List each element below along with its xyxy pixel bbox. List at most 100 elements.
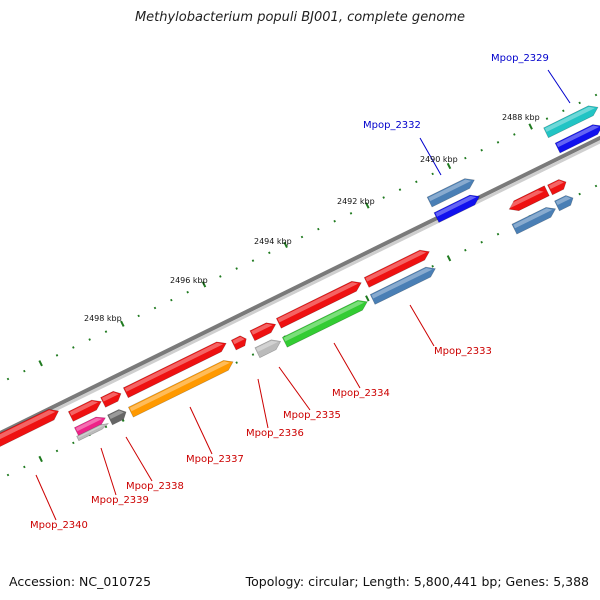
gene-feature-arrow bbox=[547, 179, 567, 196]
gene-feature-arrow bbox=[73, 416, 106, 437]
tick-mark bbox=[170, 298, 173, 302]
tick-mark bbox=[23, 465, 26, 469]
gene-feature-highlight bbox=[371, 268, 433, 299]
tick-mark bbox=[23, 369, 26, 373]
gene-feature-arrow bbox=[554, 195, 574, 212]
tick-mark bbox=[6, 473, 10, 477]
gene-feature-highlight bbox=[548, 180, 564, 189]
gene-feature-arrow bbox=[433, 194, 480, 223]
gene-feature-highlight bbox=[544, 106, 595, 132]
gene-label: Mpop_2337 bbox=[186, 454, 244, 465]
gene-feature-arrow bbox=[426, 178, 475, 208]
genome-summary-text: Topology: circular; Length: 5,800,441 bp… bbox=[245, 574, 589, 589]
tick-mark bbox=[365, 295, 370, 302]
gene-feature-arrow bbox=[554, 124, 600, 154]
tick-mark bbox=[464, 156, 467, 160]
gene-feature-arrow bbox=[249, 322, 277, 342]
genome-backbone-shadow bbox=[0, 140, 600, 439]
gene-feature-arrow bbox=[67, 399, 102, 422]
tick-mark bbox=[300, 235, 304, 239]
gene-feature-highlight bbox=[251, 323, 273, 335]
gene-feature-highlight bbox=[101, 392, 119, 402]
label-leader-line bbox=[547, 69, 571, 104]
gene-label: Mpop_2329 bbox=[491, 53, 549, 64]
gene-feature-arrow bbox=[122, 341, 227, 399]
gene-feature-highlight bbox=[435, 195, 477, 217]
scale-label: 2488 kbp bbox=[502, 113, 540, 122]
gene-label: Mpop_2338 bbox=[126, 481, 184, 492]
scale-label: 2490 kbp bbox=[420, 155, 458, 164]
tick-mark bbox=[446, 162, 452, 170]
scale-label: 2494 kbp bbox=[254, 237, 292, 246]
tick-mark bbox=[431, 172, 434, 176]
gene-feature-arrow bbox=[363, 249, 430, 288]
tick-mark bbox=[186, 290, 189, 294]
gene-feature-arrow bbox=[281, 299, 368, 348]
tick-mark bbox=[545, 117, 549, 120]
label-leader-line bbox=[125, 436, 153, 482]
scale-label: 2498 kbp bbox=[84, 314, 122, 323]
gene-feature-highlight bbox=[129, 361, 230, 412]
gene-feature-arrow bbox=[0, 408, 60, 447]
gene-feature-arrow bbox=[100, 390, 122, 408]
gene-label: Mpop_2336 bbox=[246, 428, 304, 439]
tick-mark bbox=[6, 377, 10, 381]
tick-mark bbox=[72, 441, 75, 445]
tick-mark bbox=[38, 360, 43, 367]
tick-mark bbox=[72, 346, 75, 349]
gene-feature-highlight bbox=[277, 282, 359, 323]
tick-mark bbox=[415, 180, 418, 184]
tick-mark bbox=[88, 338, 91, 341]
label-leader-lines bbox=[35, 69, 571, 521]
tick-mark bbox=[594, 93, 598, 97]
tick-mark bbox=[382, 196, 385, 199]
label-leader-line bbox=[257, 378, 269, 429]
gene-label: Mpop_2332 bbox=[363, 120, 421, 131]
tick-mark bbox=[283, 241, 288, 249]
gene-feature-highlight bbox=[124, 342, 224, 392]
gene-label: Mpop_2335 bbox=[283, 410, 341, 421]
gene-feature-highlight bbox=[0, 410, 56, 440]
tick-mark bbox=[349, 212, 353, 215]
gene-feature-arrow bbox=[508, 185, 550, 212]
scale-labels: 2488 kbp 2490 kbp 2492 kbp 2494 kbp 2496 kbp… bbox=[84, 113, 540, 323]
genome-backbone bbox=[0, 135, 600, 436]
tick-mark bbox=[317, 227, 320, 231]
gene-feature-highlight bbox=[283, 301, 365, 342]
accession-text: Accession: NC_010725 bbox=[9, 574, 152, 589]
gene-feature-arrow bbox=[76, 423, 110, 442]
tick-mark bbox=[104, 330, 108, 333]
tick-mark bbox=[55, 449, 59, 453]
tick-mark bbox=[219, 275, 222, 278]
tick-mark bbox=[104, 425, 108, 429]
tick-mark bbox=[562, 109, 565, 113]
scale-label: 2492 kbp bbox=[337, 197, 375, 206]
label-leader-line bbox=[189, 406, 213, 455]
tick-mark bbox=[235, 361, 238, 364]
tick-mark bbox=[120, 320, 125, 327]
label-leader-line bbox=[419, 137, 442, 176]
gene-feature-highlight bbox=[69, 401, 99, 416]
tick-mark bbox=[480, 240, 483, 244]
gene-label: Mpop_2340 bbox=[30, 520, 88, 531]
tick-mark bbox=[38, 455, 43, 463]
tick-mark bbox=[153, 306, 157, 310]
gene-feature-arrow bbox=[369, 266, 436, 305]
label-leader-line bbox=[278, 366, 311, 411]
tick-mark bbox=[464, 248, 467, 252]
gene-labels: Mpop_2329 Mpop_2332 Mpop_2333 Mpop_2334 Mpop… bbox=[30, 53, 549, 531]
gene-feature-highlight bbox=[256, 340, 278, 352]
gene-feature-arrow bbox=[254, 339, 282, 359]
gene-feature-arrow bbox=[511, 207, 557, 235]
tick-mark bbox=[496, 232, 500, 236]
gene-label: Mpop_2339 bbox=[91, 495, 149, 506]
gene-features bbox=[0, 105, 600, 447]
gene-feature-arrow bbox=[230, 335, 247, 351]
gene-feature-arrow bbox=[543, 105, 599, 139]
gene-label: Mpop_2333 bbox=[434, 346, 492, 357]
tick-mark bbox=[365, 202, 370, 209]
tick-mark bbox=[528, 123, 533, 130]
tick-mark bbox=[578, 192, 581, 196]
label-leader-line bbox=[409, 304, 435, 347]
